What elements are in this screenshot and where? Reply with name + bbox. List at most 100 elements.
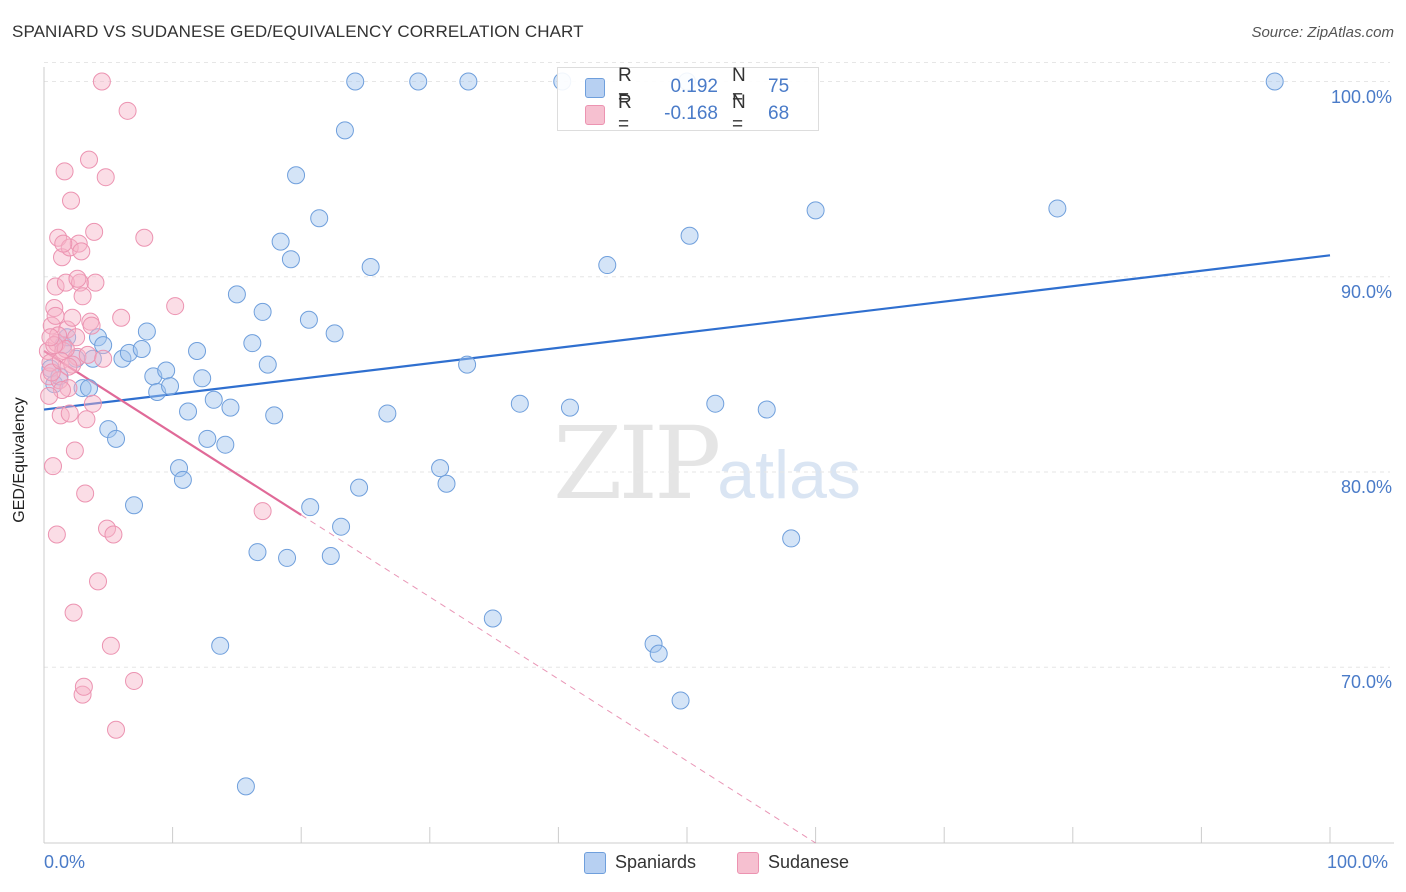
point-sudanese xyxy=(56,273,75,292)
point-spaniards xyxy=(680,226,699,245)
point-sudanese xyxy=(68,269,87,288)
point-spaniards xyxy=(335,121,354,140)
point-spaniards xyxy=(287,166,306,185)
point-spaniards xyxy=(301,498,320,517)
point-sudanese xyxy=(166,297,185,316)
point-spaniards xyxy=(437,474,456,493)
point-sudanese xyxy=(56,340,75,359)
point-spaniards xyxy=(157,361,176,380)
point-spaniards xyxy=(243,334,262,353)
point-spaniards xyxy=(644,634,663,653)
point-spaniards xyxy=(107,429,126,448)
point-spaniards xyxy=(248,543,267,562)
point-sudanese xyxy=(64,603,83,622)
point-spaniards xyxy=(227,285,246,304)
point-sudanese xyxy=(49,326,68,345)
point-spaniards xyxy=(361,258,380,277)
point-spaniards xyxy=(161,377,180,396)
point-sudanese xyxy=(135,228,154,247)
point-spaniards xyxy=(299,310,318,329)
point-spaniards xyxy=(236,777,255,796)
point-sudanese xyxy=(76,484,95,503)
point-sudanese xyxy=(86,273,105,292)
point-spaniards xyxy=(782,529,801,548)
watermark-zip: ZIP xyxy=(553,405,721,522)
point-spaniards xyxy=(325,324,344,343)
y-axis-label: GED/Equivalency xyxy=(11,397,28,523)
point-sudanese xyxy=(82,316,101,335)
point-spaniards xyxy=(204,390,223,409)
watermark-atlas: atlas xyxy=(717,437,861,513)
point-sudanese xyxy=(73,685,92,704)
legend-n-value-spaniards: 75 xyxy=(768,76,790,97)
point-sudanese xyxy=(72,242,91,261)
point-sudanese xyxy=(46,306,65,325)
point-sudanese xyxy=(45,299,64,318)
x-tick-label-min: 0.0% xyxy=(44,852,86,872)
point-sudanese xyxy=(55,162,74,181)
point-sudanese xyxy=(59,357,78,376)
point-sudanese xyxy=(94,349,113,368)
legend-n-label: N = xyxy=(732,92,746,135)
trend-line-sudanese-extension xyxy=(300,514,816,844)
point-spaniards xyxy=(170,459,189,478)
point-spaniards xyxy=(706,394,725,413)
point-spaniards xyxy=(649,644,668,663)
legend-n-value-sudanese: 68 xyxy=(768,103,790,124)
point-sudanese xyxy=(107,720,126,739)
point-sudanese xyxy=(41,328,60,347)
y-tick-label-100: 100.0% xyxy=(1330,86,1392,107)
point-spaniards xyxy=(265,406,284,425)
y-tick-label-80: 80.0% xyxy=(1340,477,1392,498)
point-sudanese xyxy=(77,410,96,429)
point-sudanese xyxy=(59,379,78,398)
point-spaniards xyxy=(1265,72,1284,91)
bottom-legend-swatch-sudanese xyxy=(737,852,759,874)
point-sudanese xyxy=(60,404,79,423)
legend-swatch-sudanese xyxy=(585,105,605,125)
point-spaniards xyxy=(253,302,272,321)
point-spaniards xyxy=(510,394,529,413)
point-spaniards xyxy=(598,256,617,275)
point-sudanese xyxy=(63,308,82,327)
point-spaniards xyxy=(216,435,235,454)
point-spaniards xyxy=(1048,199,1067,218)
point-spaniards xyxy=(458,355,477,374)
point-sudanese xyxy=(46,277,65,296)
y-tick-label-90: 90.0% xyxy=(1340,281,1392,302)
point-sudanese xyxy=(67,328,86,347)
point-sudanese xyxy=(49,228,68,247)
point-sudanese xyxy=(54,234,73,253)
point-spaniards xyxy=(211,636,230,655)
point-sudanese xyxy=(101,636,120,655)
point-spaniards xyxy=(73,379,92,398)
point-sudanese xyxy=(65,441,84,460)
point-spaniards xyxy=(125,496,144,515)
point-sudanese xyxy=(47,525,66,544)
point-spaniards xyxy=(806,201,825,220)
point-sudanese xyxy=(83,394,102,413)
point-spaniards xyxy=(459,72,478,91)
point-sudanese xyxy=(78,345,97,364)
point-sudanese xyxy=(62,191,81,210)
point-sudanese xyxy=(104,525,123,544)
bottom-legend-label-spaniards: Spaniards xyxy=(615,852,697,872)
point-spaniards xyxy=(94,336,113,355)
y-tick-label-70: 70.0% xyxy=(1340,672,1392,693)
point-sudanese xyxy=(253,502,272,521)
point-sudanese xyxy=(73,287,92,306)
point-sudanese xyxy=(92,72,111,91)
legend-r-value-sudanese: -0.168 xyxy=(664,103,718,124)
data-points xyxy=(38,72,1284,796)
point-spaniards xyxy=(378,404,397,423)
point-spaniards xyxy=(350,478,369,497)
point-spaniards xyxy=(179,402,198,421)
point-spaniards xyxy=(80,379,99,398)
point-sudanese xyxy=(40,386,59,405)
point-sudanese xyxy=(125,671,144,690)
point-spaniards xyxy=(757,400,776,419)
stats-legend: R = 0.192 N = 75 R = -0.168 N = 68 xyxy=(557,65,819,135)
legend-r-value-spaniards: 0.192 xyxy=(670,76,718,97)
point-spaniards xyxy=(132,340,151,359)
point-sudanese xyxy=(112,308,131,327)
